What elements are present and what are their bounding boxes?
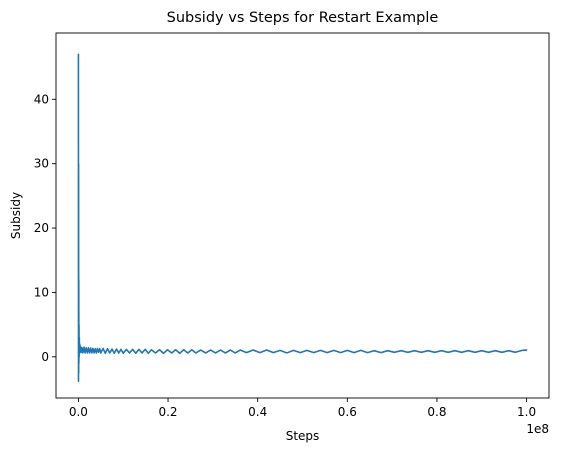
- series-group: [77, 53, 528, 383]
- y-tick-label: 30: [34, 157, 49, 171]
- x-tick-label: 1.0: [517, 405, 536, 419]
- axes: [55, 32, 550, 399]
- x-tick-label: 0.0: [69, 405, 88, 419]
- chart-title: Subsidy vs Steps for Restart Example: [167, 10, 439, 26]
- x-axis-offset-label: 1e8: [526, 422, 549, 436]
- ticks: 0.0 0.2 0.4 0.6 0.8 1.0 0 10 20 30 40: [34, 92, 536, 419]
- x-axis-label: Steps: [286, 429, 320, 443]
- y-axis-label: Subsidy: [9, 192, 23, 239]
- x-tick-label: 0.6: [338, 405, 357, 419]
- y-tick-label: 10: [34, 285, 49, 299]
- series-line-0: [77, 53, 528, 383]
- y-tick-label: 20: [34, 221, 49, 235]
- x-tick-label: 0.8: [427, 405, 446, 419]
- x-tick-label: 0.2: [158, 405, 177, 419]
- y-tick-label: 40: [34, 92, 49, 106]
- y-tick-label: 0: [41, 350, 49, 364]
- x-tick-label: 0.4: [248, 405, 267, 419]
- plot-frame: [55, 32, 550, 399]
